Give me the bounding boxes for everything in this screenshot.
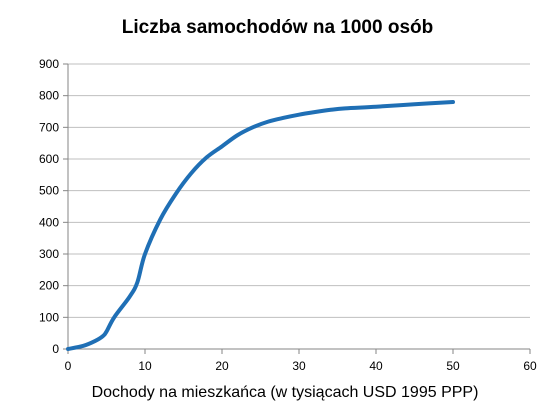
gridlines: [68, 63, 530, 318]
x-tick-label: 30: [292, 359, 306, 373]
x-tick-label: 60: [523, 359, 537, 373]
y-tick-label: 300: [39, 247, 59, 261]
x-tick-label: 10: [138, 359, 152, 373]
chart-title: Liczba samochodów na 1000 osób: [121, 17, 434, 38]
y-tick-label: 700: [39, 120, 59, 134]
x-tick-label: 0: [65, 359, 72, 373]
y-tick-label: 400: [39, 215, 59, 229]
x-tick-label: 50: [446, 359, 460, 373]
tick-labels: 0 100 200 300 400 500 600 700 800 900 0 10 20 30 40 50 6…: [39, 57, 537, 373]
axes: [63, 63, 531, 354]
y-tick-label: 800: [39, 89, 59, 103]
x-tick-label: 20: [215, 359, 229, 373]
series-line-0: [66, 100, 455, 351]
y-tick-label: 100: [39, 310, 59, 324]
y-tick-label: 900: [39, 57, 59, 71]
series-layer: [66, 100, 455, 351]
y-tick-label: 500: [39, 184, 59, 198]
x-tick-label: 40: [369, 359, 383, 373]
y-tick-label: 0: [52, 342, 59, 356]
y-tick-label: 200: [39, 279, 59, 293]
x-axis-label: Dochody na mieszkańca (w tysiącach USD 1…: [91, 384, 479, 401]
y-tick-label: 600: [39, 152, 59, 166]
